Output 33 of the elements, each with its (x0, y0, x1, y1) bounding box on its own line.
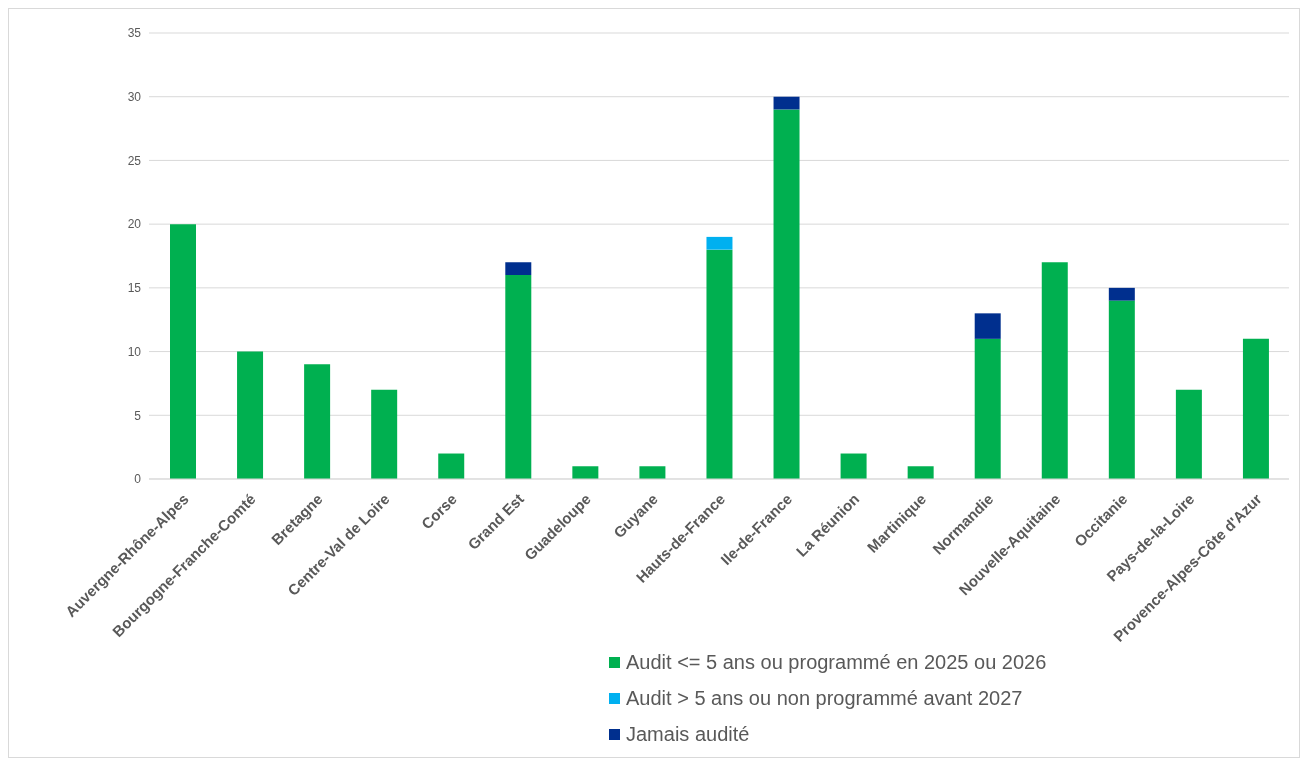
bar (505, 275, 532, 479)
bar (304, 364, 331, 479)
y-tick-label: 25 (127, 153, 142, 168)
legend-label: Audit > 5 ans ou non programmé avant 2027 (626, 686, 1023, 710)
bar (706, 236, 733, 250)
bar (572, 466, 599, 479)
bar (371, 389, 398, 479)
bar (1242, 338, 1269, 479)
y-tick-label: 30 (127, 89, 142, 104)
bar (907, 466, 934, 479)
bar (505, 262, 532, 276)
y-tick-label: 15 (127, 281, 142, 296)
bar (706, 249, 733, 479)
bar (773, 109, 800, 479)
bar (840, 453, 867, 479)
bar (1175, 389, 1202, 479)
bar (1041, 262, 1068, 479)
bar (1108, 287, 1135, 301)
legend-label: Audit <= 5 ans ou programmé en 2025 ou 2026 (626, 650, 1047, 674)
bar (974, 338, 1001, 479)
bar (773, 96, 800, 110)
y-tick-label: 35 (127, 26, 142, 41)
bar (438, 453, 465, 479)
bar (170, 224, 196, 479)
y-tick-label: 20 (127, 217, 142, 232)
bar (1108, 300, 1135, 479)
y-tick-label: 0 (134, 472, 142, 487)
bar (639, 466, 666, 479)
legend-label: Jamais audité (626, 722, 750, 746)
bar (237, 351, 264, 479)
bar (974, 313, 1001, 339)
y-tick-label: 10 (127, 344, 142, 359)
y-tick-label: 5 (134, 408, 142, 423)
